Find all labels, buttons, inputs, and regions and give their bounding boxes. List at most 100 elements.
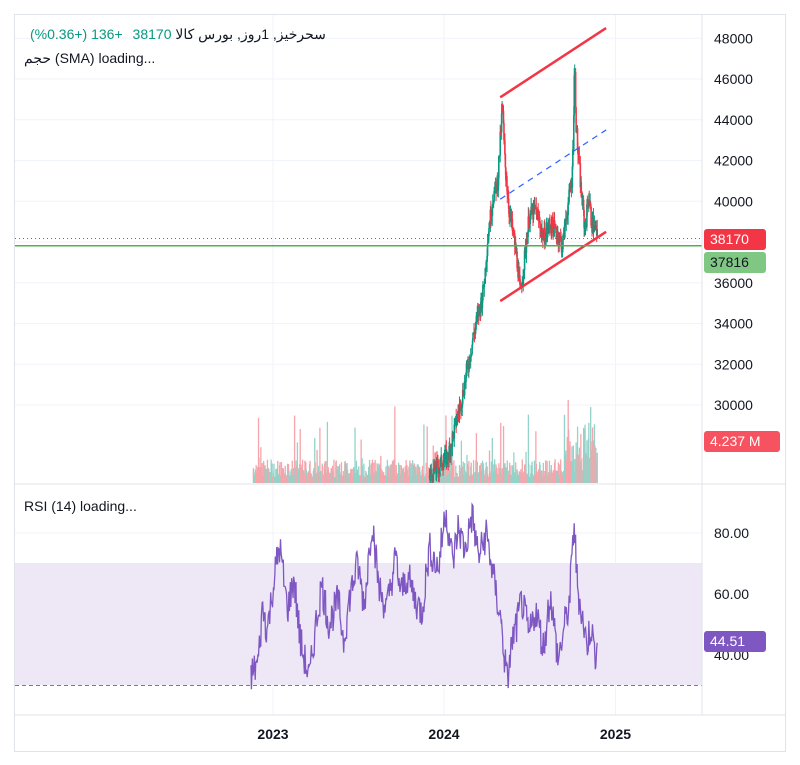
candle-body bbox=[476, 310, 479, 315]
volume-bar bbox=[463, 475, 465, 483]
candle-body bbox=[457, 413, 459, 415]
volume-bar bbox=[264, 465, 266, 483]
volume-bar bbox=[343, 475, 345, 483]
candle-body bbox=[491, 204, 494, 208]
volume-bar bbox=[352, 467, 355, 483]
candle-body bbox=[516, 251, 518, 269]
volume-bar bbox=[419, 471, 421, 483]
volume-bar bbox=[462, 461, 464, 483]
candle-body bbox=[523, 250, 526, 271]
candle-body bbox=[509, 212, 512, 215]
volume-bar bbox=[415, 474, 418, 483]
volume-bar bbox=[265, 469, 268, 483]
volume-bar bbox=[341, 475, 344, 483]
volume-bar bbox=[292, 474, 294, 483]
candle-body bbox=[527, 231, 529, 244]
symbol-legend[interactable]: سحرخیز, 1روز, بورس کالا 38170 +136 (+0.3… bbox=[24, 26, 326, 43]
rsi-legend[interactable]: RSI (14) loading... bbox=[24, 498, 137, 514]
candle-body bbox=[570, 185, 573, 188]
candle-body bbox=[437, 467, 440, 474]
drawings[interactable] bbox=[15, 27, 702, 303]
volume-bar bbox=[514, 472, 516, 483]
candle-body bbox=[478, 305, 481, 307]
volume-bar bbox=[448, 472, 450, 483]
candle-body bbox=[434, 461, 436, 472]
price-tick-label: 48000 bbox=[714, 30, 753, 46]
candle-body bbox=[459, 401, 461, 406]
candle-body bbox=[576, 128, 579, 150]
volume-bar bbox=[595, 461, 597, 483]
volume-bar bbox=[523, 471, 525, 483]
volume-bar bbox=[258, 457, 260, 483]
candle-body bbox=[594, 225, 597, 227]
rsi-band-background bbox=[15, 563, 702, 685]
volume-bar bbox=[521, 459, 523, 483]
volume-bar bbox=[334, 476, 336, 483]
volume-bar bbox=[499, 467, 501, 483]
volume-bar bbox=[344, 460, 346, 483]
volume-bar bbox=[254, 469, 256, 483]
volume-bar bbox=[572, 445, 575, 483]
candle-body bbox=[506, 185, 509, 195]
candle-body bbox=[493, 191, 495, 202]
volume-bar bbox=[519, 471, 521, 483]
candle-body bbox=[500, 113, 503, 133]
volume-bar bbox=[524, 464, 526, 483]
volume-bar bbox=[424, 476, 426, 483]
volume-bar bbox=[444, 464, 446, 483]
volume-bar bbox=[542, 462, 545, 483]
candle-body bbox=[537, 214, 540, 221]
volume-bar bbox=[316, 449, 318, 483]
volume-bar bbox=[382, 474, 384, 483]
volume-bar bbox=[293, 415, 296, 483]
volume-bar bbox=[535, 463, 537, 483]
candle-body bbox=[436, 460, 438, 462]
volume-bar bbox=[531, 473, 534, 483]
volume-bar bbox=[455, 472, 457, 483]
volume-bar bbox=[380, 469, 382, 483]
volume-bar bbox=[423, 424, 425, 483]
candle-body bbox=[572, 115, 575, 150]
volume-bar bbox=[505, 468, 508, 483]
volume-bar bbox=[303, 472, 305, 483]
candle-body bbox=[442, 462, 445, 470]
candle-body bbox=[575, 107, 577, 133]
volume-bar bbox=[592, 440, 595, 483]
volume-bar bbox=[427, 467, 430, 483]
volume-bar bbox=[490, 461, 493, 483]
candle-body bbox=[504, 140, 506, 155]
volume-bar bbox=[472, 460, 475, 483]
candle-body bbox=[518, 270, 520, 276]
rsi-line bbox=[250, 502, 598, 690]
rsi-tick-label: 80.00 bbox=[714, 525, 749, 541]
volume-bar bbox=[309, 460, 311, 483]
volume-bar bbox=[325, 472, 328, 483]
volume-bar bbox=[568, 429, 570, 483]
volume-bar bbox=[345, 463, 347, 483]
volume-bar bbox=[356, 469, 359, 483]
volume-bar bbox=[319, 427, 321, 483]
candle-body bbox=[581, 199, 584, 206]
volume-bar bbox=[414, 466, 416, 483]
volume-legend[interactable]: حجم (SMA) loading... bbox=[24, 50, 155, 67]
volume-bar bbox=[304, 460, 306, 483]
volume-bar bbox=[502, 425, 505, 483]
candle-body bbox=[508, 208, 510, 218]
volume-bar bbox=[550, 465, 552, 483]
volume-bar bbox=[585, 453, 587, 483]
volume-bar bbox=[374, 459, 376, 483]
volume-bar bbox=[310, 474, 313, 483]
volume-bar bbox=[335, 460, 337, 483]
volume-bar bbox=[515, 462, 517, 483]
volume-bar bbox=[543, 475, 545, 483]
volume-bar bbox=[355, 460, 358, 483]
volume-bar bbox=[284, 465, 286, 483]
volume-bar bbox=[446, 461, 448, 483]
volume-bar bbox=[485, 462, 487, 483]
volume-bar bbox=[337, 466, 340, 483]
volume-bar bbox=[324, 461, 326, 483]
volume-bar bbox=[359, 475, 361, 483]
rsi-tick-label: 60.00 bbox=[714, 586, 749, 602]
candle-body bbox=[495, 184, 497, 193]
